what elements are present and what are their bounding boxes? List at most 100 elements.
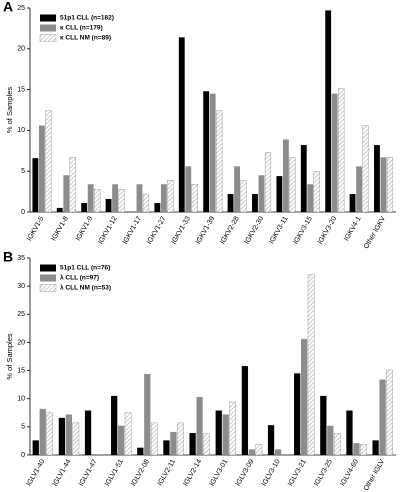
bar [32, 440, 39, 455]
x-tick-label: IGKV3-20 [317, 215, 338, 245]
bar [267, 425, 275, 455]
x-tick-label: IGKV1-17 [122, 215, 143, 245]
bar [160, 184, 167, 212]
bar [167, 180, 174, 213]
bar [38, 125, 45, 212]
bar [216, 110, 223, 213]
y-tick-label: 25 [17, 311, 25, 318]
x-tick-label: IGKV1-39 [195, 215, 216, 245]
bar [56, 207, 63, 212]
x-tick-label: IGLV3-09 [235, 458, 256, 487]
bar [248, 449, 256, 455]
legend-swatch [40, 24, 56, 32]
bar [144, 373, 151, 455]
bar [353, 443, 360, 455]
bar [240, 180, 247, 213]
legend-label: 51p1 CLL (n=76) [60, 265, 110, 272]
x-tick-label: IGKV1-5 [26, 215, 46, 242]
bar [379, 379, 386, 455]
bar [185, 166, 192, 212]
bar [289, 157, 296, 213]
bar [294, 373, 301, 455]
bar [276, 176, 283, 212]
bar [112, 184, 119, 212]
panel-label: A [3, 0, 13, 15]
bar [264, 152, 272, 213]
bar [87, 184, 94, 212]
bar [274, 449, 282, 455]
legend-label: κ CLL (n=179) [60, 25, 103, 32]
y-tick-label: 5 [21, 168, 25, 175]
x-tick-label: IGLV3-01 [209, 458, 230, 487]
bar [72, 422, 80, 456]
x-tick-label: IGKV1-27 [146, 215, 167, 245]
x-tick-label: IGLV1-47 [78, 458, 99, 487]
x-tick-label: IGLV3-10 [261, 458, 282, 487]
x-tick-label: Other IGKV [363, 215, 387, 250]
x-tick-label: IGKV2-28 [219, 215, 240, 245]
legend-swatch [40, 274, 56, 282]
legend-swatch [39, 34, 57, 42]
bar [58, 417, 66, 455]
bar [209, 93, 216, 212]
y-tick-label: 20 [17, 46, 25, 53]
bar [307, 184, 314, 212]
panel-label: B [3, 249, 13, 265]
y-tick-label: 5 [21, 424, 25, 431]
bar [325, 10, 332, 213]
bar [301, 339, 308, 455]
x-tick-label: IGLV2-11 [157, 458, 178, 487]
x-tick-label: IGLV1-51 [104, 458, 125, 487]
y-tick-label: 20 [17, 339, 25, 346]
y-tick-label: 10 [17, 127, 25, 134]
y-tick-label: 10 [17, 396, 25, 403]
y-tick-label: 15 [17, 367, 25, 374]
bar [32, 158, 39, 212]
bar [313, 171, 320, 213]
bar [170, 431, 177, 455]
bar [372, 440, 379, 455]
bar [333, 433, 341, 456]
bar [178, 37, 185, 212]
bar [45, 110, 52, 213]
x-tick-label: IGLV2-08 [130, 458, 151, 487]
y-tick-label: 0 [21, 452, 25, 459]
legend-label: λ CLL NM (n=53) [60, 284, 111, 292]
bar [300, 145, 307, 212]
bar [241, 366, 249, 455]
bar [215, 410, 222, 455]
bar [258, 175, 265, 212]
bar [177, 422, 184, 456]
x-tick-label: IGLV2-14 [182, 458, 203, 487]
x-tick-label: IGLV4-60 [339, 458, 360, 487]
y-tick-label: 30 [17, 283, 25, 290]
bar [69, 157, 76, 213]
bar [154, 203, 161, 212]
bar [63, 175, 70, 212]
legend-swatch [40, 14, 56, 22]
bar [386, 369, 393, 456]
y-axis-title: % of Samples [5, 333, 14, 380]
bar [349, 194, 356, 212]
x-tick-label: IGLV3-25 [313, 458, 334, 487]
bar [136, 184, 143, 212]
x-tick-label: IGKV1-33 [170, 215, 191, 245]
bar [150, 422, 158, 456]
bar [111, 395, 118, 455]
x-tick-label: IGKV3-11 [268, 215, 289, 245]
bar [386, 157, 394, 213]
bar [338, 88, 345, 213]
bar [229, 401, 236, 456]
x-tick-label: IGKV4-1 [343, 215, 363, 242]
bar [327, 425, 334, 455]
bar [189, 433, 196, 455]
bar [124, 412, 132, 456]
bar [380, 157, 387, 212]
bar [227, 194, 234, 212]
bar [374, 145, 380, 212]
bar [331, 93, 338, 212]
bar [203, 91, 210, 212]
bar [255, 444, 263, 456]
bar [346, 410, 353, 455]
